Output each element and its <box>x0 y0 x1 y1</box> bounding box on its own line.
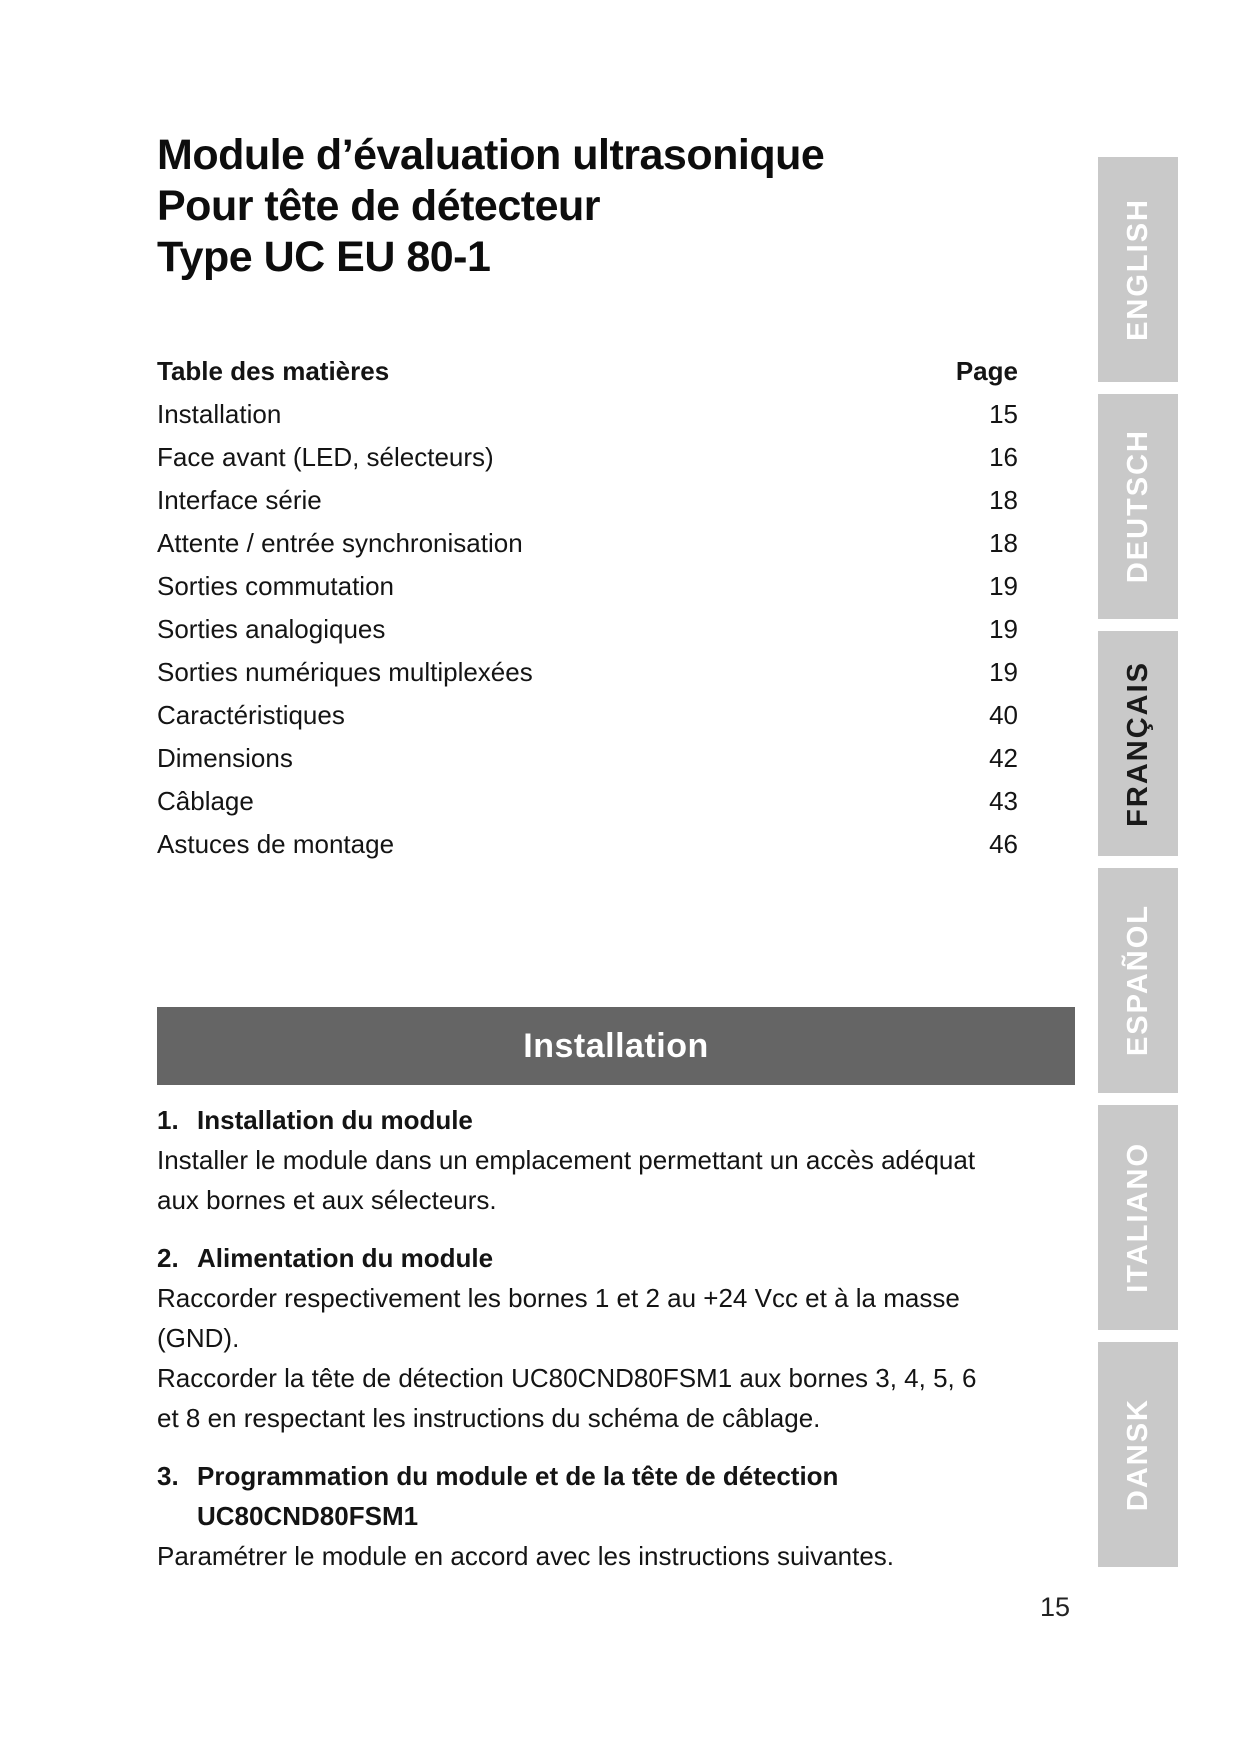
paragraph-line: aux bornes et aux sélecteurs. <box>157 1185 497 1215</box>
language-tab-label: ENGLISH <box>1121 198 1154 341</box>
document-title: Module d’évaluation ultrasonique Pour tê… <box>157 130 1037 283</box>
toc-entry-page: 15 <box>989 399 1018 429</box>
toc-entry-label: Dimensions <box>157 743 293 773</box>
toc-entry-installation: Installation 15 <box>157 393 1018 436</box>
toc-entry-label: Câblage <box>157 786 254 816</box>
section-number: 1. <box>157 1105 179 1135</box>
section-number: 3. <box>157 1461 179 1491</box>
section-header-bar: Installation <box>157 1007 1075 1085</box>
toc-entry-label: Astuces de montage <box>157 829 395 859</box>
toc-entry-page: 43 <box>989 786 1018 816</box>
language-tab-francais: FRANÇAIS <box>1098 631 1178 856</box>
body-text: 1. Installation du module Installer le m… <box>157 1100 1037 1594</box>
toc-entry-page: 19 <box>989 657 1018 687</box>
language-tab-italiano: ITALIANO <box>1098 1105 1178 1330</box>
toc-entry-page: 19 <box>989 614 1018 644</box>
language-tab-english: ENGLISH <box>1098 157 1178 382</box>
section-alimentation-du-module: 2. Alimentation du module Raccorder resp… <box>157 1238 1037 1438</box>
language-tab-dansk: DANSK <box>1098 1342 1178 1567</box>
toc-entry-caracteristiques: Caractéristiques 40 <box>157 694 1018 737</box>
toc-entry-label: Face avant (LED, sélecteurs) <box>157 442 494 472</box>
section-header-label: Installation <box>523 1026 709 1065</box>
paragraph-line: Raccorder la tête de détection UC80CND80… <box>157 1363 977 1393</box>
language-tab-espanol: ESPAÑOL <box>1098 868 1178 1093</box>
toc-entry-page: 19 <box>989 571 1018 601</box>
toc-entry-attente-synchronisation: Attente / entrée synchronisation 18 <box>157 522 1018 565</box>
toc-entry-page: 18 <box>989 485 1018 515</box>
language-tab-label: FRANÇAIS <box>1121 660 1154 827</box>
language-tab-deutsch: DEUTSCH <box>1098 394 1178 619</box>
toc-entry-label: Installation <box>157 399 282 429</box>
section-heading: 3. Programmation du module et de la tête… <box>157 1456 1037 1536</box>
toc-entry-astuces-montage: Astuces de montage 46 <box>157 823 1018 866</box>
section-programmation-du-module: 3. Programmation du module et de la tête… <box>157 1456 1037 1576</box>
section-number: 2. <box>157 1243 179 1273</box>
table-of-contents: Table des matières Page Installation 15 … <box>157 350 1018 866</box>
section-paragraph: Raccorder respectivement les bornes 1 et… <box>157 1278 1037 1438</box>
page-number: 15 <box>1039 1592 1070 1622</box>
section-installation-du-module: 1. Installation du module Installer le m… <box>157 1100 1037 1220</box>
toc-entry-label: Interface série <box>157 485 322 515</box>
toc-entry-label: Caractéristiques <box>157 700 345 730</box>
toc-entry-label: Sorties numériques multiplexées <box>157 657 533 687</box>
toc-header-row: Table des matières Page <box>157 350 1018 393</box>
toc-entry-page: 18 <box>989 528 1018 558</box>
section-heading-text: Installation du module <box>197 1105 473 1135</box>
toc-entry-page: 46 <box>989 829 1018 859</box>
document-title-line-2: Pour tête de détecteur <box>157 182 601 230</box>
toc-entry-face-avant: Face avant (LED, sélecteurs) 16 <box>157 436 1018 479</box>
toc-entry-cablage: Câblage 43 <box>157 780 1018 823</box>
toc-page-column-header: Page <box>955 356 1018 386</box>
section-heading-text: UC80CND80FSM1 <box>197 1501 419 1531</box>
document-title-line-3: Type UC EU 80-1 <box>157 233 491 281</box>
section-heading-text: Programmation du module et de la tête de… <box>197 1461 839 1491</box>
paragraph-line: et 8 en respectant les instructions du s… <box>157 1403 821 1433</box>
toc-entry-label: Sorties analogiques <box>157 614 386 644</box>
paragraph-line: (GND). <box>157 1323 240 1353</box>
toc-entry-sorties-numeriques: Sorties numériques multiplexées 19 <box>157 651 1018 694</box>
section-heading: 1. Installation du module <box>157 1100 1037 1140</box>
section-heading: 2. Alimentation du module <box>157 1238 1037 1278</box>
paragraph-line: Paramétrer le module en accord avec les … <box>157 1541 895 1571</box>
toc-entry-label: Sorties commutation <box>157 571 394 601</box>
language-tab-label: DANSK <box>1121 1397 1154 1512</box>
language-tab-label: DEUTSCH <box>1121 429 1154 584</box>
toc-entry-dimensions: Dimensions 42 <box>157 737 1018 780</box>
toc-entry-sorties-analogiques: Sorties analogiques 19 <box>157 608 1018 651</box>
language-tab-label: ITALIANO <box>1121 1142 1154 1293</box>
toc-entry-page: 42 <box>989 743 1018 773</box>
section-paragraph: Installer le module dans un emplacement … <box>157 1140 1037 1220</box>
paragraph-line: Installer le module dans un emplacement … <box>157 1145 976 1175</box>
toc-entry-interface-serie: Interface série 18 <box>157 479 1018 522</box>
toc-entry-sorties-commutation: Sorties commutation 19 <box>157 565 1018 608</box>
toc-entry-page: 16 <box>989 442 1018 472</box>
toc-entry-label: Attente / entrée synchronisation <box>157 528 523 558</box>
section-heading-text: Alimentation du module <box>197 1243 494 1273</box>
toc-heading: Table des matières <box>157 356 390 386</box>
language-tab-label: ESPAÑOL <box>1121 904 1154 1057</box>
document-title-line-1: Module d’évaluation ultrasonique <box>157 131 825 179</box>
section-paragraph: Paramétrer le module en accord avec les … <box>157 1536 1037 1576</box>
paragraph-line: Raccorder respectivement les bornes 1 et… <box>157 1283 960 1313</box>
toc-entry-page: 40 <box>989 700 1018 730</box>
